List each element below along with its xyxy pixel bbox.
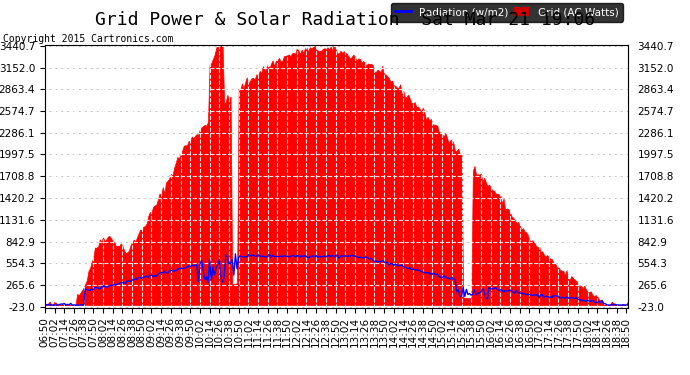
Text: Copyright 2015 Cartronics.com: Copyright 2015 Cartronics.com — [3, 34, 174, 44]
Legend: Radiation (w/m2), Grid (AC Watts): Radiation (w/m2), Grid (AC Watts) — [391, 3, 622, 21]
Text: Grid Power & Solar Radiation  Sat Mar 21 19:06: Grid Power & Solar Radiation Sat Mar 21 … — [95, 11, 595, 29]
